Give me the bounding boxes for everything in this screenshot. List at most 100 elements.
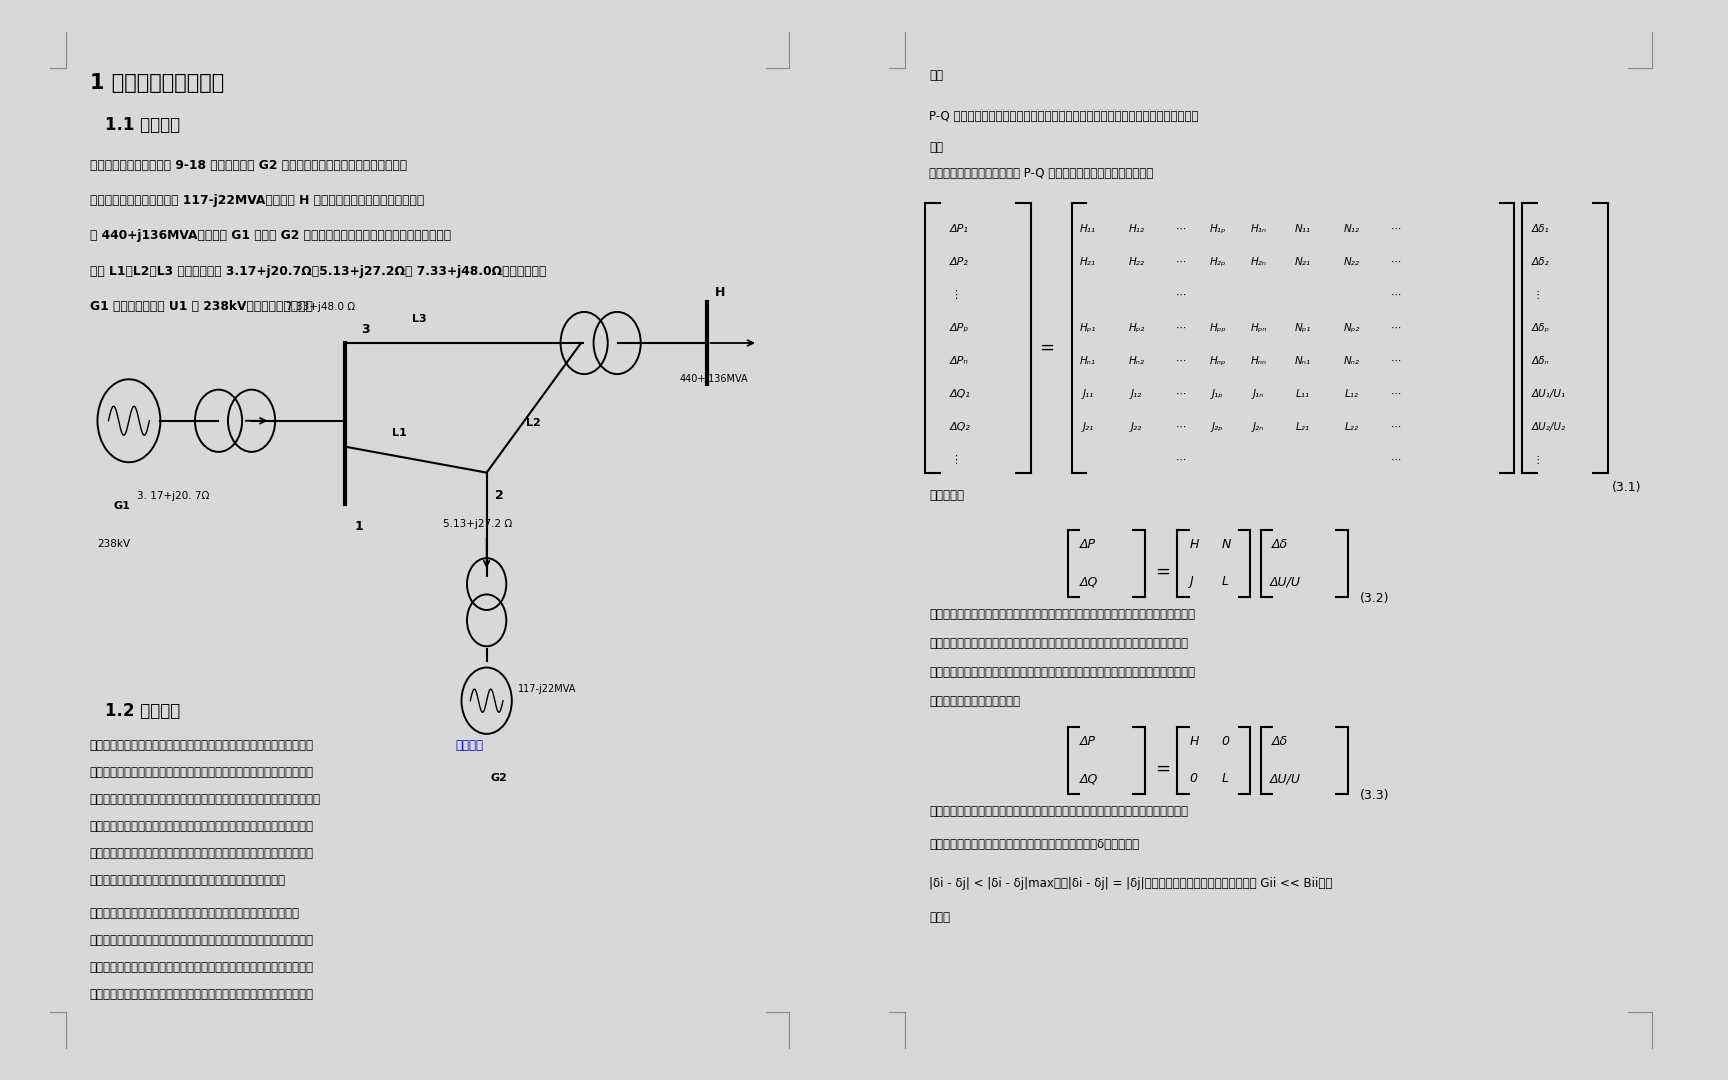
Text: 方式管理中，潮流是确定电网运行方式的基本出发点；在规划领域，需要: 方式管理中，潮流是确定电网运行方式的基本出发点；在规划领域，需要: [90, 821, 313, 834]
Text: 1: 1: [354, 519, 363, 532]
Text: N: N: [1222, 538, 1232, 551]
Text: Δδ₁: Δδ₁: [1533, 224, 1550, 234]
Text: L3: L3: [411, 314, 427, 324]
Text: J₁ₚ: J₁ₚ: [1211, 389, 1223, 400]
Text: ⋯: ⋯: [1177, 422, 1187, 432]
Text: 潮流计算是研究电力系统稳态运行情况的一种基本电气计算，常规潮流计: 潮流计算是研究电力系统稳态运行情况的一种基本电气计算，常规潮流计: [90, 740, 313, 753]
Text: Δδ₂: Δδ₂: [1533, 257, 1550, 267]
Text: Hₙₚ: Hₙₚ: [1210, 356, 1225, 366]
Text: H₂₁: H₂₁: [1080, 257, 1096, 267]
Text: ΔU/U: ΔU/U: [1270, 576, 1301, 589]
Text: H₁₂: H₁₂: [1128, 224, 1144, 234]
Text: 进行潮流分析验证规划方案的合理性；在实时运行环境，调度员潮流提供: 进行潮流分析验证规划方案的合理性；在实时运行环境，调度员潮流提供: [90, 848, 313, 861]
Text: 1.1 模型简介: 1.1 模型简介: [105, 117, 180, 135]
Text: ⋯: ⋯: [1391, 257, 1401, 267]
Text: 电力网络上述特点，可以由《电力系统分析》第三章中对纵、横向附加电势的讨论中: 电力网络上述特点，可以由《电力系统分析》第三章中对纵、横向附加电势的讨论中: [930, 805, 1189, 818]
Text: ΔPₚ: ΔPₚ: [950, 323, 969, 333]
Text: H₁₁: H₁₁: [1080, 224, 1096, 234]
Text: (3.1): (3.1): [1612, 482, 1642, 495]
Text: N₁₁: N₁₁: [1294, 224, 1312, 234]
Text: Hₙₙ: Hₙₙ: [1251, 356, 1267, 366]
Text: 440+j136MVA: 440+j136MVA: [679, 375, 748, 384]
Text: ΔP: ΔP: [1080, 735, 1096, 748]
Text: Nₙ₁: Nₙ₁: [1294, 356, 1312, 366]
Text: ΔP: ΔP: [1080, 538, 1096, 551]
Text: 1 模型简介和设计原理: 1 模型简介和设计原理: [90, 73, 225, 93]
Text: 潮流提供了多个在预想操作情况下电网的潮流分布以及核验运行可靠性。: 潮流提供了多个在预想操作情况下电网的潮流分布以及核验运行可靠性。: [90, 961, 313, 974]
Text: Hₙ₁: Hₙ₁: [1080, 356, 1096, 366]
Text: Δδₙ: Δδₙ: [1533, 356, 1550, 366]
Text: G1 的高压母线电压 U1 为 238kV，试计算潮流分布。: G1 的高压母线电压 U1 为 238kV，试计算潮流分布。: [90, 300, 313, 313]
Text: 闭式电力网结线图如下图 9-18 所示，发电厂 G2 为一基载厂。承担固定负荷，包括高压: 闭式电力网结线图如下图 9-18 所示，发电厂 G2 为一基载厂。承担固定负荷，…: [90, 159, 406, 172]
Text: 化。: 化。: [930, 141, 943, 154]
Text: 3. 17+j20. 7Ω: 3. 17+j20. 7Ω: [137, 490, 209, 500]
Text: H₂ₙ: H₂ₙ: [1251, 257, 1267, 267]
Text: Hₚₚ: Hₚₚ: [1210, 323, 1227, 333]
Text: ⋯: ⋯: [1177, 224, 1187, 234]
Text: ⋯: ⋯: [1177, 356, 1187, 366]
Text: =: =: [1156, 563, 1170, 581]
Text: 功率；可将修正方程式简化为: 功率；可将修正方程式简化为: [930, 694, 1021, 707]
Text: 2: 2: [494, 488, 503, 501]
Text: 7.33+j48.0 Ω: 7.33+j48.0 Ω: [287, 301, 356, 312]
Text: Hₙ₂: Hₙ₂: [1128, 356, 1144, 366]
Text: G1: G1: [112, 501, 130, 511]
Text: ⋯: ⋯: [1391, 291, 1401, 300]
Text: P-Q 分解法潮流计算时的修正方程是计及电力系统的特点后对牛拉法修正方程式的简: P-Q 分解法潮流计算时的修正方程是计及电力系统的特点后对牛拉法修正方程式的简: [930, 110, 1199, 123]
Text: 得到证实。对修正方程式的第二个简化基于对状态变量δ的约束条件: 得到证实。对修正方程式的第二个简化基于对状态变量δ的约束条件: [930, 838, 1140, 851]
Text: L₁₂: L₁₂: [1344, 389, 1358, 400]
Text: 线路 L1，L2，L3 的阻抗分别为 3.17+j20.7Ω，5.13+j27.2Ω及 7.33+j48.0Ω。已知发电厂: 线路 L1，L2，L3 的阻抗分别为 3.17+j20.7Ω，5.13+j27.…: [90, 265, 546, 278]
Text: ⋮: ⋮: [1533, 291, 1543, 300]
Text: ΔQ: ΔQ: [1080, 772, 1097, 785]
Text: H₁ₙ: H₁ₙ: [1251, 224, 1267, 234]
Text: 117-j22MVA: 117-j22MVA: [518, 685, 577, 694]
Text: ΔQ: ΔQ: [1080, 576, 1097, 589]
Text: 提。: 提。: [930, 69, 943, 82]
Text: (3.2): (3.2): [1360, 592, 1389, 605]
Text: L1: L1: [392, 429, 408, 438]
Text: L₂₁: L₂₁: [1296, 422, 1310, 432]
Text: 域，需要进行潮流分析验证规划方案的合理性；在实时运行环境，调度员: 域，需要进行潮流分析验证规划方案的合理性；在实时运行环境，调度员: [90, 934, 313, 947]
Text: H: H: [1189, 735, 1199, 748]
Text: ΔQ₁: ΔQ₁: [950, 389, 971, 400]
Text: ⋯: ⋯: [1177, 455, 1187, 465]
Text: ⋯: ⋯: [1391, 455, 1401, 465]
Text: 以认为: 以认为: [930, 910, 950, 923]
Text: 由牛拉法修正方程式，可得出 P-Q 分解法潮流计算时的修正方程式：: 由牛拉法修正方程式，可得出 P-Q 分解法潮流计算时的修正方程式：: [930, 167, 1154, 180]
Text: Δδₚ: Δδₚ: [1533, 323, 1550, 333]
Text: ⋯: ⋯: [1391, 356, 1401, 366]
Text: H: H: [1189, 538, 1199, 551]
Text: H₂ₚ: H₂ₚ: [1210, 257, 1225, 267]
Text: Nₚ₂: Nₚ₂: [1344, 323, 1360, 333]
Text: J: J: [1189, 576, 1192, 589]
Text: J₂ₙ: J₂ₙ: [1253, 422, 1265, 432]
Text: N₂₂: N₂₂: [1344, 257, 1360, 267]
Text: 0: 0: [1189, 772, 1198, 785]
Text: 为 440+j136MVA。发电厂 G1 承担除 G2 厂供给功率之外的系统所需负荷及网络损耗。: 为 440+j136MVA。发电厂 G1 承担除 G2 厂供给功率之外的系统所需…: [90, 229, 451, 242]
Text: L₁₁: L₁₁: [1296, 389, 1310, 400]
Text: Nₚ₁: Nₚ₁: [1294, 323, 1312, 333]
Text: J₂₁: J₂₁: [1082, 422, 1094, 432]
Text: 5.13+j27.2 Ω: 5.13+j27.2 Ω: [444, 518, 513, 528]
Text: ⋯: ⋯: [1177, 389, 1187, 400]
Text: 1.2 设计原理: 1.2 设计原理: [105, 702, 180, 720]
Text: (3.3): (3.3): [1360, 789, 1389, 802]
Text: 在电力系统调度运行的多个领域问题是研究电力系统稳态问题的基础和前: 在电力系统调度运行的多个领域问题是研究电力系统稳态问题的基础和前: [90, 988, 313, 1001]
Text: 0: 0: [1222, 735, 1230, 748]
Text: H₁ₚ: H₁ₚ: [1210, 224, 1225, 234]
Text: ⋮: ⋮: [950, 291, 961, 300]
Text: H: H: [715, 286, 726, 299]
Text: Δδ: Δδ: [1272, 538, 1289, 551]
Text: L: L: [1222, 576, 1229, 589]
Text: L2: L2: [525, 418, 541, 428]
Text: ΔQ₂: ΔQ₂: [950, 422, 971, 432]
Text: 各节点电压相位角的改变主要影响各元件中的有功功率潮流从而各节点的注入有功功: 各节点电压相位角的改变主要影响各元件中的有功功率潮流从而各节点的注入有功功: [930, 637, 1189, 650]
Text: 了多个在预想操作情况下电网的潮流分布以及核验运行可靠性。: 了多个在预想操作情况下电网的潮流分布以及核验运行可靠性。: [90, 874, 285, 887]
Text: G2: G2: [491, 772, 508, 783]
Text: J₂ₚ: J₂ₚ: [1211, 422, 1223, 432]
Text: J₁ₙ: J₁ₙ: [1253, 389, 1265, 400]
Text: 238kV: 238kV: [97, 539, 131, 550]
Text: L: L: [1222, 772, 1229, 785]
Text: 运行方式管理中，潮流是确定电网运行方式的基本出发点；在规划领: 运行方式管理中，潮流是确定电网运行方式的基本出发点；在规划领: [90, 907, 299, 920]
Text: H₂₂: H₂₂: [1128, 257, 1144, 267]
